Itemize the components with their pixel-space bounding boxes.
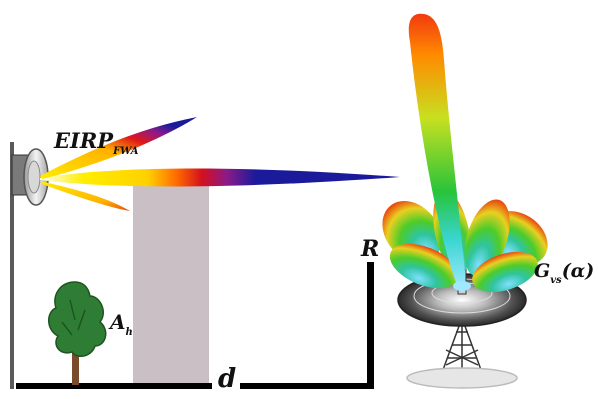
earth-station-main-beam: [408, 13, 466, 288]
distance-label: d: [218, 366, 236, 392]
receiver-height-bar: [367, 262, 374, 389]
receiver-height-text: R: [361, 236, 380, 262]
ah-label: Ah: [110, 310, 133, 338]
ah-main-text: A: [110, 310, 126, 334]
gain-label: Gvs(α): [534, 260, 595, 286]
gain-argument: (α): [561, 260, 595, 282]
earth-station-tower: [406, 317, 518, 389]
eirp-main-text: EIRP: [54, 128, 114, 153]
ground-line-right: [240, 383, 374, 389]
tree: [48, 281, 107, 385]
earth-station-pattern: [382, 13, 548, 293]
fwa-lower-sidelobe: [40, 181, 130, 211]
fwa-mast-pole: [10, 142, 14, 389]
gain-subscript: vs: [550, 275, 562, 286]
receiver-height-label: R: [361, 238, 379, 260]
building-block: [133, 186, 209, 385]
eirp-subscript: FWA: [113, 146, 139, 157]
distance-text: d: [218, 364, 237, 394]
fwa-upper-sidelobe: [40, 117, 197, 179]
ground-line-left: [16, 383, 212, 389]
eirp-label: EIRPFWA: [54, 128, 139, 157]
ah-subscript: h: [125, 327, 133, 338]
gain-main-text: G: [534, 260, 551, 282]
fwa-main-beam: [40, 168, 400, 187]
